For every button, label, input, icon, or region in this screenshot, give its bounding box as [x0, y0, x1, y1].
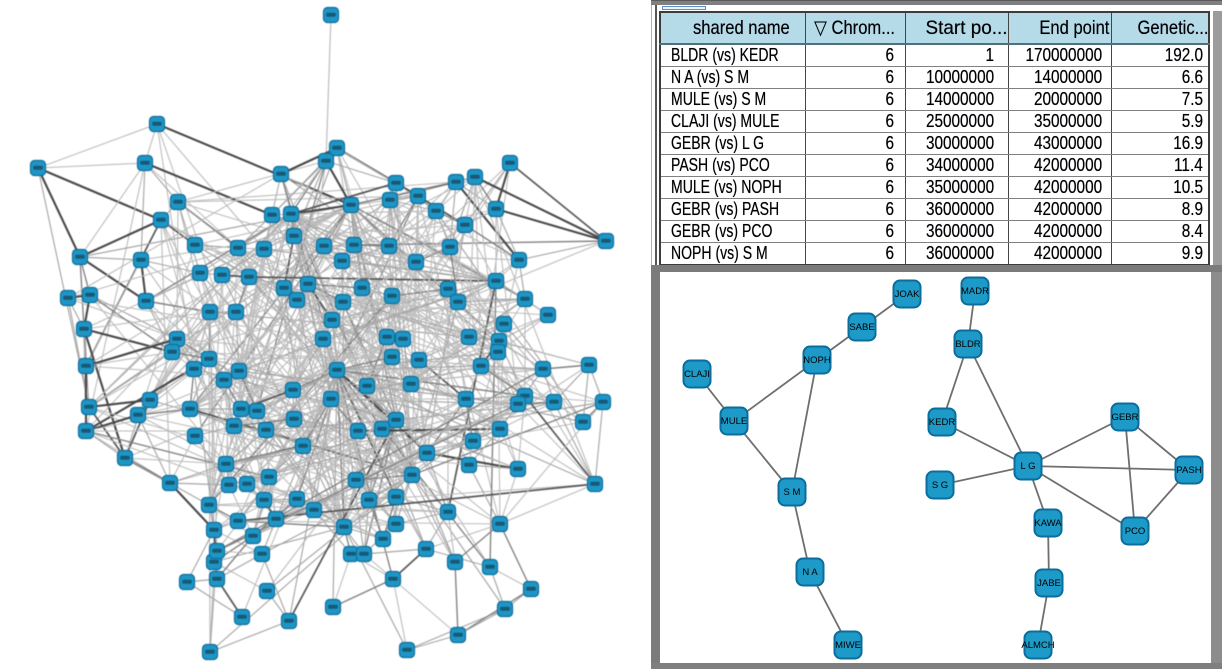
svg-text:N A: N A [802, 567, 818, 578]
svg-text:JOAK: JOAK [895, 289, 920, 300]
svg-text:KAWA: KAWA [1034, 518, 1062, 529]
svg-text:GEBR: GEBR [1112, 412, 1139, 423]
svg-text:PCO: PCO [1125, 526, 1146, 537]
svg-text:MIWE: MIWE [835, 640, 861, 651]
svg-text:KEDR: KEDR [929, 417, 956, 428]
svg-text:PASH: PASH [1176, 465, 1201, 476]
svg-text:NOPH: NOPH [803, 355, 831, 366]
svg-text:MADR: MADR [961, 286, 989, 297]
svg-text:BLDR: BLDR [955, 339, 980, 350]
svg-text:ALMCH: ALMCH [1021, 640, 1054, 651]
svg-text:L G: L G [1021, 461, 1036, 472]
svg-text:MULE: MULE [721, 416, 747, 427]
svg-text:SABE: SABE [849, 322, 874, 333]
svg-text:S M: S M [784, 487, 801, 498]
svg-text:CLAJI: CLAJI [684, 369, 710, 380]
svg-text:JABE: JABE [1037, 578, 1061, 589]
svg-text:S G: S G [932, 480, 948, 491]
